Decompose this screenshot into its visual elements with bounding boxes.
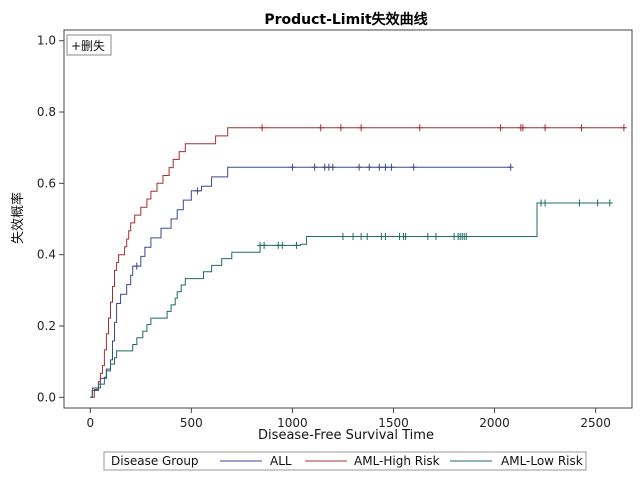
y-axis-label: 失效概率 <box>10 192 26 244</box>
censor-mark <box>350 232 357 240</box>
censor-mark <box>133 262 140 270</box>
censor-mark <box>358 124 365 132</box>
censor-legend-label: 删失 <box>81 38 105 53</box>
series-aml-low-risk <box>90 199 613 398</box>
plot-frame <box>63 29 633 409</box>
censor-mark <box>279 241 286 249</box>
censor-mark <box>576 199 583 207</box>
x-tick-label: 1000 <box>277 416 308 430</box>
bottom-legend: Disease Group ALL AML-High Risk AML-Low Ri… <box>103 451 587 471</box>
censor-mark <box>261 241 268 249</box>
x-axis-label: Disease-Free Survival Time <box>258 428 434 443</box>
censor-mark <box>358 232 365 240</box>
censor-mark <box>578 124 585 132</box>
censor-mark <box>317 124 324 132</box>
censor-mark <box>416 124 423 132</box>
censor-mark <box>542 199 549 207</box>
censor-legend-box <box>66 34 112 56</box>
y-tick-label: 0.8 <box>37 105 56 119</box>
legend-label: AML-High Risk <box>354 454 440 468</box>
censor-mark <box>337 124 344 132</box>
series-layer <box>90 124 627 398</box>
censor-mark <box>497 124 504 132</box>
chart-title: Product-Limit失效曲线 <box>264 11 427 28</box>
y-tick-label: 1.0 <box>37 34 56 48</box>
censor-mark <box>463 232 470 240</box>
censor-mark <box>364 232 371 240</box>
legend-label: ALL <box>270 454 292 468</box>
legend-title: Disease Group <box>111 454 199 468</box>
x-tick-label: 2000 <box>479 416 510 430</box>
series-aml-high-risk <box>90 124 627 398</box>
censor-mark <box>259 124 266 132</box>
censor-mark <box>382 163 389 171</box>
y-tick-label: 0.4 <box>37 248 56 262</box>
x-tick-label: 500 <box>180 416 203 430</box>
censor-mark <box>376 163 383 171</box>
censor-legend-symbol: + <box>71 39 81 53</box>
censor-mark <box>356 163 363 171</box>
legend-label: AML-Low Risk <box>501 454 583 468</box>
censor-mark <box>366 163 373 171</box>
y-tick-label: 0.0 <box>37 390 56 404</box>
censor-legend: + 删失 <box>66 34 112 56</box>
x-tick-label: 1500 <box>378 416 409 430</box>
censor-mark <box>402 232 409 240</box>
censor-mark <box>594 199 601 207</box>
censor-mark <box>507 163 514 171</box>
censor-mark <box>424 232 431 240</box>
censor-mark <box>620 124 627 132</box>
censor-mark <box>339 232 346 240</box>
censor-mark <box>542 124 549 132</box>
censor-mark <box>329 163 336 171</box>
censor-mark <box>432 232 439 240</box>
series-line <box>90 202 610 398</box>
censor-mark <box>289 163 296 171</box>
censor-mark <box>410 163 417 171</box>
censor-mark <box>311 163 318 171</box>
series-line <box>90 127 624 398</box>
y-tick-label: 0.6 <box>37 176 56 190</box>
y-tick-label: 0.2 <box>37 319 56 333</box>
censor-mark <box>388 163 395 171</box>
censor-mark <box>606 199 613 207</box>
x-tick-label: 2500 <box>580 416 611 430</box>
censor-mark <box>293 241 300 249</box>
censor-mark <box>194 187 201 195</box>
censor-mark <box>519 124 526 132</box>
x-tick-label: 0 <box>86 416 94 430</box>
censor-mark <box>382 232 389 240</box>
axes: 0 500 1000 1500 2000 2500 0.0 0.2 0.4 0.6 0.8 1.0 <box>37 34 611 430</box>
